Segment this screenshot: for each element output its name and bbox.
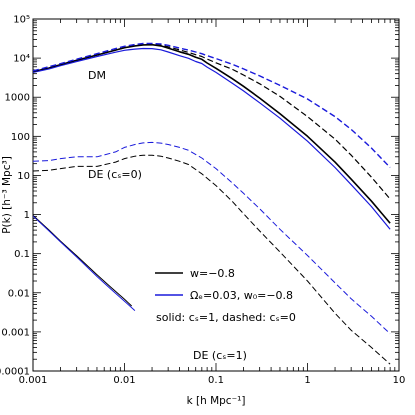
series-line-de-blue-solid [33,215,136,311]
y-tick-label: 10 [17,171,30,182]
y-tick-label: 0.1 [14,249,30,260]
series-line-de-blue-dashed [33,141,391,335]
y-tick-label: 1000 [5,93,30,104]
y-tick-label: 10⁴ [13,54,30,65]
legend-label-black: w=−0.8 [190,267,235,280]
series-line-dm-blue-solid [33,47,391,230]
y-axis-title: P(k) [h⁻³ Mpc³] [1,156,13,234]
x-tick-label: 10 [393,375,406,386]
y-tick-label: 10⁵ [13,15,30,26]
annotations-group: DM DE (cₛ=0) DE (cₛ=1) [88,69,247,362]
y-tick-label: 1 [24,210,30,221]
x-tick-label: 0.1 [208,375,224,386]
y-tick-label: 100 [11,132,30,143]
x-tick-label: 0.01 [113,375,135,386]
annotation-de-cs0: DE (cₛ=0) [88,168,142,181]
annotation-de-cs1: DE (cₛ=1) [193,349,247,362]
legend: w=−0.8 Ωₑ=0.03, w₀=−0.8 solid: cₛ=1, das… [155,267,296,324]
tick-labels-group: 0.0010.010.11100.00010.0010.010.11101001… [0,15,405,387]
series-line-dm-black-dashed [33,43,391,200]
y-tick-label: 0.01 [8,288,30,299]
x-tick-label: 0.001 [19,375,48,386]
annotation-dm: DM [88,69,106,82]
series-line-dm-blue-dashed [33,42,391,168]
series-line-de-black-dashed [33,154,391,365]
x-tick-label: 1 [304,375,310,386]
series-layer [33,42,391,365]
y-tick-label: 0.0001 [0,367,30,378]
legend-label-style-note: solid: cₛ=1, dashed: cₛ=0 [156,311,296,324]
ticks-group [32,19,399,372]
x-axis-title: k [h Mpc⁻¹] [187,395,246,407]
y-tick-label: 0.001 [1,327,30,338]
legend-label-blue: Ωₑ=0.03, w₀=−0.8 [190,289,293,302]
series-line-de-black-solid [33,215,133,307]
series-line-dm-black-solid [33,43,391,224]
